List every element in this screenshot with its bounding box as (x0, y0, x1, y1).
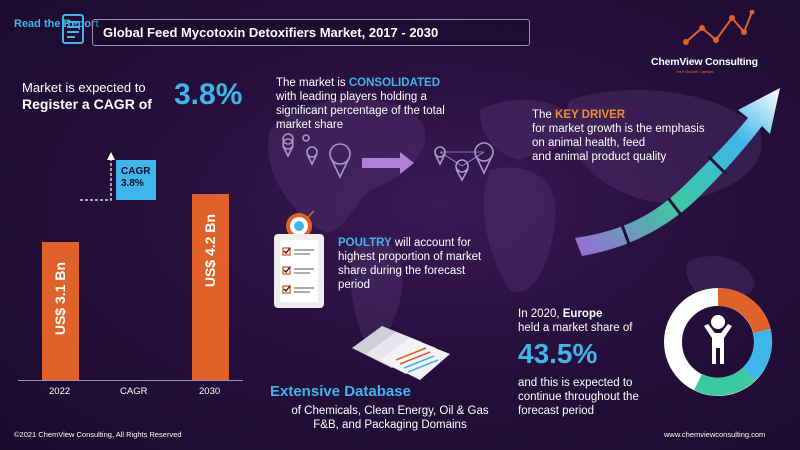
cagr-connector-arrow (80, 152, 115, 201)
x-tick-2030: 2030 (199, 386, 221, 397)
bar-label-2022: US$ 3.1 Bn (52, 262, 68, 336)
cagr-intro-line1: Market is expected to (22, 80, 146, 95)
footer-copyright: ©2021 ChemView Consulting, All Rights Re… (14, 430, 182, 439)
consolidation-pins-icon (282, 133, 494, 182)
world-map-background (268, 90, 762, 345)
donut-seg-green (694, 367, 756, 396)
x-tick-cagr: CAGR (120, 386, 148, 397)
europe-outro: and this is expected to continue through… (518, 377, 639, 417)
growth-arrow-icon (575, 88, 780, 256)
bar-2030: US$ 4.2 Bn (192, 194, 229, 380)
bar-label-2030: US$ 4.2 Bn (202, 214, 218, 288)
cagr-intro-line2: Register a CAGR of (22, 96, 152, 112)
database-title: Extensive Database (270, 383, 411, 400)
cagr-value: 3.8% (174, 78, 243, 111)
europe-share-donut (664, 287, 773, 396)
donut-seg-blue (742, 328, 773, 381)
x-tick-2022: 2022 (49, 386, 71, 397)
footer-website[interactable]: www.chemviewconsulting.com (664, 430, 766, 439)
page-title: Global Feed Mycotoxin Detoxifiers Market… (92, 19, 530, 46)
key-driver-text: The KEY DRIVER for market growth is the … (532, 109, 705, 163)
chemview-logo (683, 10, 755, 45)
database-documents-icon (352, 326, 450, 380)
bar-2022: US$ 3.1 Bn (42, 242, 79, 380)
database-text: of Chemicals, Clean Energy, Oil & Gas F&… (291, 405, 489, 431)
logo-tagline: Your Growth Catalyst (676, 69, 714, 74)
poultry-text: POULTRY will account for highest proport… (338, 237, 482, 291)
x-axis (18, 380, 243, 381)
person-icon (704, 315, 732, 364)
europe-share-value: 43.5% (518, 338, 598, 369)
read-report-link[interactable]: Read the Report (14, 18, 99, 30)
cagr-tag: CAGR 3.8% (116, 160, 156, 200)
consolidated-text: The market is CONSOLIDATED with leading … (276, 77, 445, 131)
logo-name: ChemView Consulting (651, 56, 758, 68)
donut-seg-orange (717, 287, 771, 334)
europe-intro: In 2020, Europe held a market share of (518, 308, 633, 334)
checklist-icon (274, 210, 324, 308)
document-icon[interactable] (62, 14, 84, 44)
